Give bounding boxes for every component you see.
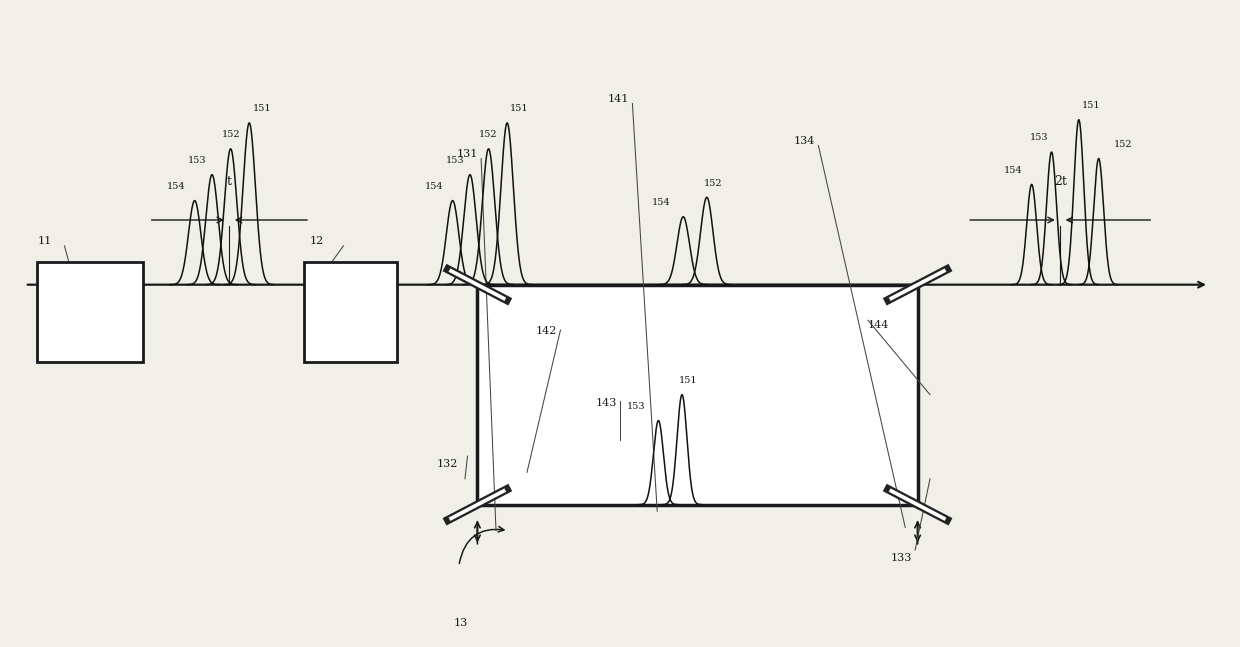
Text: 132: 132 — [436, 459, 458, 469]
Bar — [37, 262, 143, 362]
Text: 154: 154 — [166, 182, 186, 191]
Text: 153: 153 — [187, 156, 207, 165]
Bar — [477, 285, 918, 505]
Text: 154: 154 — [424, 182, 444, 191]
Bar — [304, 262, 397, 362]
Text: 151: 151 — [1081, 101, 1101, 110]
Text: 154: 154 — [1003, 166, 1023, 175]
Text: 154: 154 — [651, 198, 671, 207]
Text: 152: 152 — [479, 130, 498, 139]
Text: 12: 12 — [310, 236, 324, 246]
Text: 143: 143 — [595, 398, 616, 408]
Text: 151: 151 — [252, 104, 272, 113]
Text: 141: 141 — [608, 94, 629, 104]
Text: 153: 153 — [445, 156, 465, 165]
Text: 133: 133 — [890, 553, 911, 563]
Text: 2t: 2t — [1054, 175, 1066, 188]
Text: 11: 11 — [37, 236, 51, 246]
Text: 13: 13 — [454, 618, 467, 628]
Text: 151: 151 — [510, 104, 529, 113]
Text: t: t — [227, 175, 232, 188]
Text: 134: 134 — [794, 136, 815, 146]
Text: 153: 153 — [1029, 133, 1049, 142]
Text: 152: 152 — [703, 179, 723, 188]
Text: 152: 152 — [1114, 140, 1133, 149]
Text: 153: 153 — [626, 402, 646, 411]
Text: 131: 131 — [456, 149, 477, 159]
Text: 144: 144 — [868, 320, 889, 330]
Text: 152: 152 — [221, 130, 241, 139]
Text: 142: 142 — [536, 327, 557, 336]
Text: 151: 151 — [678, 376, 698, 385]
